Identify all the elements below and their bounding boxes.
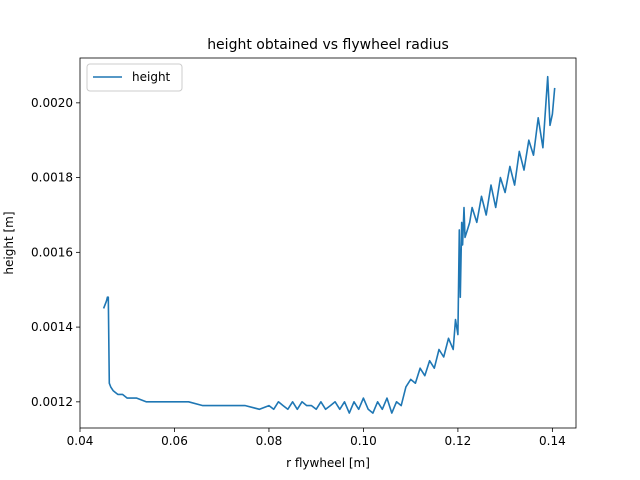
x-axis-label: r flywheel [m] [286,456,370,470]
x-axis: 0.04 0.06 0.08 0.10 0.12 0.14 [67,428,566,448]
x-tick-label: 0.14 [539,434,566,448]
series-line-height [102,75,556,414]
y-tick-label: 0.0012 [31,395,73,409]
plot-frame [79,57,577,429]
x-tick-label: 0.04 [67,434,94,448]
legend: height [86,63,183,92]
x-tick-label: 0.08 [256,434,283,448]
x-tick-label: 0.10 [350,434,377,448]
x-tick-label: 0.06 [161,434,188,448]
y-tick-label: 0.0020 [31,96,73,110]
y-tick-label: 0.0016 [31,245,73,259]
legend-label-height: height [132,70,171,84]
chart-title: height obtained vs flywheel radius [207,37,449,53]
legend-frame [86,63,183,92]
y-tick-label: 0.0014 [31,320,73,334]
y-axis-label: height [m] [2,211,16,274]
x-tick-label: 0.12 [445,434,472,448]
y-tick-label: 0.0018 [31,171,73,185]
y-axis: 0.0012 0.0014 0.0016 0.0018 0.0020 [31,96,80,409]
